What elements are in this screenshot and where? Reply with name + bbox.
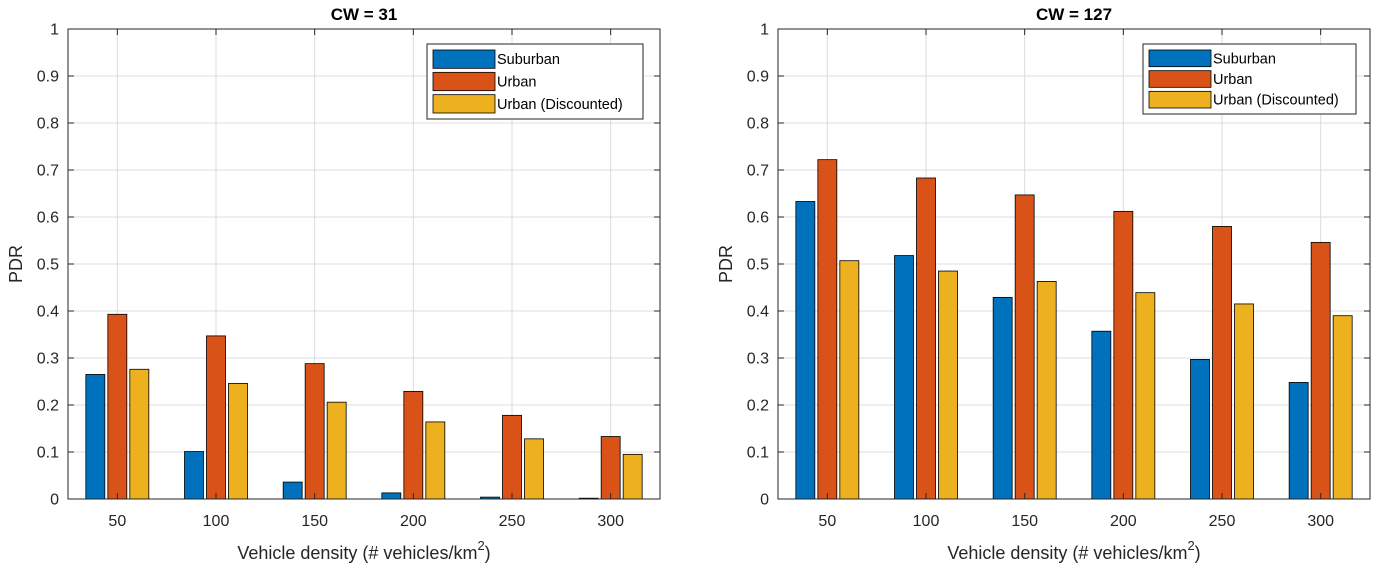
- bar-suburban-50: [795, 201, 816, 500]
- y-axis-label: PDR: [6, 245, 26, 283]
- x-tick-label: 150: [301, 513, 328, 530]
- y-tick-label: 0.7: [747, 163, 769, 180]
- legend-swatch: [432, 94, 496, 114]
- legend-label: Urban (Discounted): [497, 97, 623, 113]
- bar-urban-discounted-50: [129, 368, 150, 500]
- bar-urban-discounted-200: [1135, 292, 1156, 500]
- y-tick-label: 0.6: [747, 210, 769, 227]
- y-tick-label: 0.4: [747, 304, 769, 321]
- bar-urban-discounted-150: [326, 401, 347, 500]
- bar-urban-150: [304, 363, 325, 500]
- legend-swatch: [432, 49, 496, 69]
- x-tick-label: 250: [499, 513, 526, 530]
- y-tick-label: 0.2: [747, 398, 769, 415]
- bar-urban-discounted-250: [1234, 303, 1254, 500]
- legend-swatch: [1148, 49, 1212, 68]
- bar-suburban-50: [85, 374, 106, 500]
- bar-urban-100: [206, 335, 226, 500]
- bar-urban-discounted-100: [938, 270, 958, 500]
- x-axis-label-end: ): [1195, 543, 1201, 563]
- y-tick-label: 0: [50, 492, 59, 509]
- bar-urban-300: [1310, 241, 1331, 500]
- bar-urban-200: [403, 390, 424, 500]
- y-tick-label: 0.8: [37, 116, 59, 133]
- bar-urban-discounted-50: [839, 260, 860, 500]
- x-axis-label-superscript: 2: [1187, 538, 1194, 553]
- x-axis-label: Vehicle density (# vehicles/km2): [237, 538, 490, 563]
- y-tick-label: 0.1: [37, 445, 59, 462]
- bar-urban-300: [600, 436, 621, 500]
- y-tick-label: 0.4: [37, 304, 59, 321]
- y-axis-label: PDR: [716, 245, 736, 283]
- legend: Suburban Urban Urban (Discounted): [1142, 43, 1357, 115]
- x-axis-label-main: Vehicle density (# vehicles/km: [237, 543, 477, 563]
- y-tick-label: 0.2: [37, 398, 59, 415]
- legend-label: Urban: [497, 75, 537, 91]
- y-tick-label: 0.3: [37, 351, 59, 368]
- bar-urban-100: [916, 177, 936, 500]
- x-tick-label: 50: [818, 513, 836, 530]
- bar-suburban-100: [184, 451, 204, 500]
- bar-urban-50: [817, 159, 838, 500]
- x-tick-label: 100: [913, 513, 940, 530]
- bar-urban-150: [1014, 194, 1035, 500]
- legend-swatch: [1148, 90, 1212, 109]
- legend-label: Urban: [1213, 72, 1253, 88]
- y-tick-label: 1: [50, 22, 59, 39]
- bar-urban-discounted-100: [228, 382, 248, 500]
- x-axis-label-main: Vehicle density (# vehicles/km: [947, 543, 1187, 563]
- y-tick-label: 0.7: [37, 163, 59, 180]
- x-axis-label-superscript: 2: [477, 538, 484, 553]
- bar-urban-200: [1113, 210, 1134, 500]
- x-tick-label: 250: [1209, 513, 1236, 530]
- x-axis-label-end: ): [485, 543, 491, 563]
- x-tick-label: 200: [400, 513, 427, 530]
- x-tick-label: 100: [203, 513, 230, 530]
- x-tick-label: 200: [1110, 513, 1137, 530]
- y-tick-label: 0.8: [747, 116, 769, 133]
- bar-suburban-150: [282, 481, 303, 500]
- bar-suburban-100: [894, 255, 914, 500]
- bar-urban-discounted-300: [622, 453, 643, 500]
- bar-urban-50: [107, 313, 128, 500]
- legend-label: Suburban: [1213, 51, 1276, 67]
- y-tick-label: 0.6: [37, 210, 59, 227]
- legend-label: Suburban: [497, 52, 560, 68]
- x-axis-label: Vehicle density (# vehicles/km2): [947, 538, 1200, 563]
- bar-suburban-250: [1190, 359, 1210, 500]
- y-tick-label: 0.5: [37, 257, 59, 274]
- bar-suburban-300: [1288, 382, 1309, 500]
- x-tick-label: 300: [597, 513, 624, 530]
- bar-urban-discounted-200: [425, 421, 446, 500]
- y-tick-label: 0.9: [37, 69, 59, 86]
- bar-urban-250: [1212, 225, 1232, 500]
- y-tick-label: 0: [760, 492, 769, 509]
- y-tick-label: 0.5: [747, 257, 769, 274]
- x-tick-label: 300: [1307, 513, 1334, 530]
- bar-urban-250: [502, 414, 522, 500]
- y-tick-label: 0.9: [747, 69, 769, 86]
- legend: Suburban Urban Urban (Discounted): [426, 43, 644, 120]
- bar-suburban-200: [381, 492, 402, 500]
- legend-swatch: [1148, 70, 1212, 88]
- y-tick-label: 0.3: [747, 351, 769, 368]
- chart-title: CW = 31: [331, 5, 398, 24]
- bar-suburban-150: [992, 296, 1013, 500]
- legend-swatch: [432, 71, 496, 92]
- bar-urban-discounted-300: [1332, 315, 1353, 500]
- x-tick-label: 50: [108, 513, 126, 530]
- y-tick-label: 1: [760, 22, 769, 39]
- y-tick-label: 0.1: [747, 445, 769, 462]
- bar-urban-discounted-250: [524, 438, 544, 500]
- bar-suburban-200: [1091, 330, 1112, 500]
- chart-title: CW = 127: [1036, 5, 1112, 24]
- legend-label: Urban (Discounted): [1213, 93, 1339, 109]
- bar-urban-discounted-150: [1036, 280, 1057, 500]
- x-tick-label: 150: [1011, 513, 1038, 530]
